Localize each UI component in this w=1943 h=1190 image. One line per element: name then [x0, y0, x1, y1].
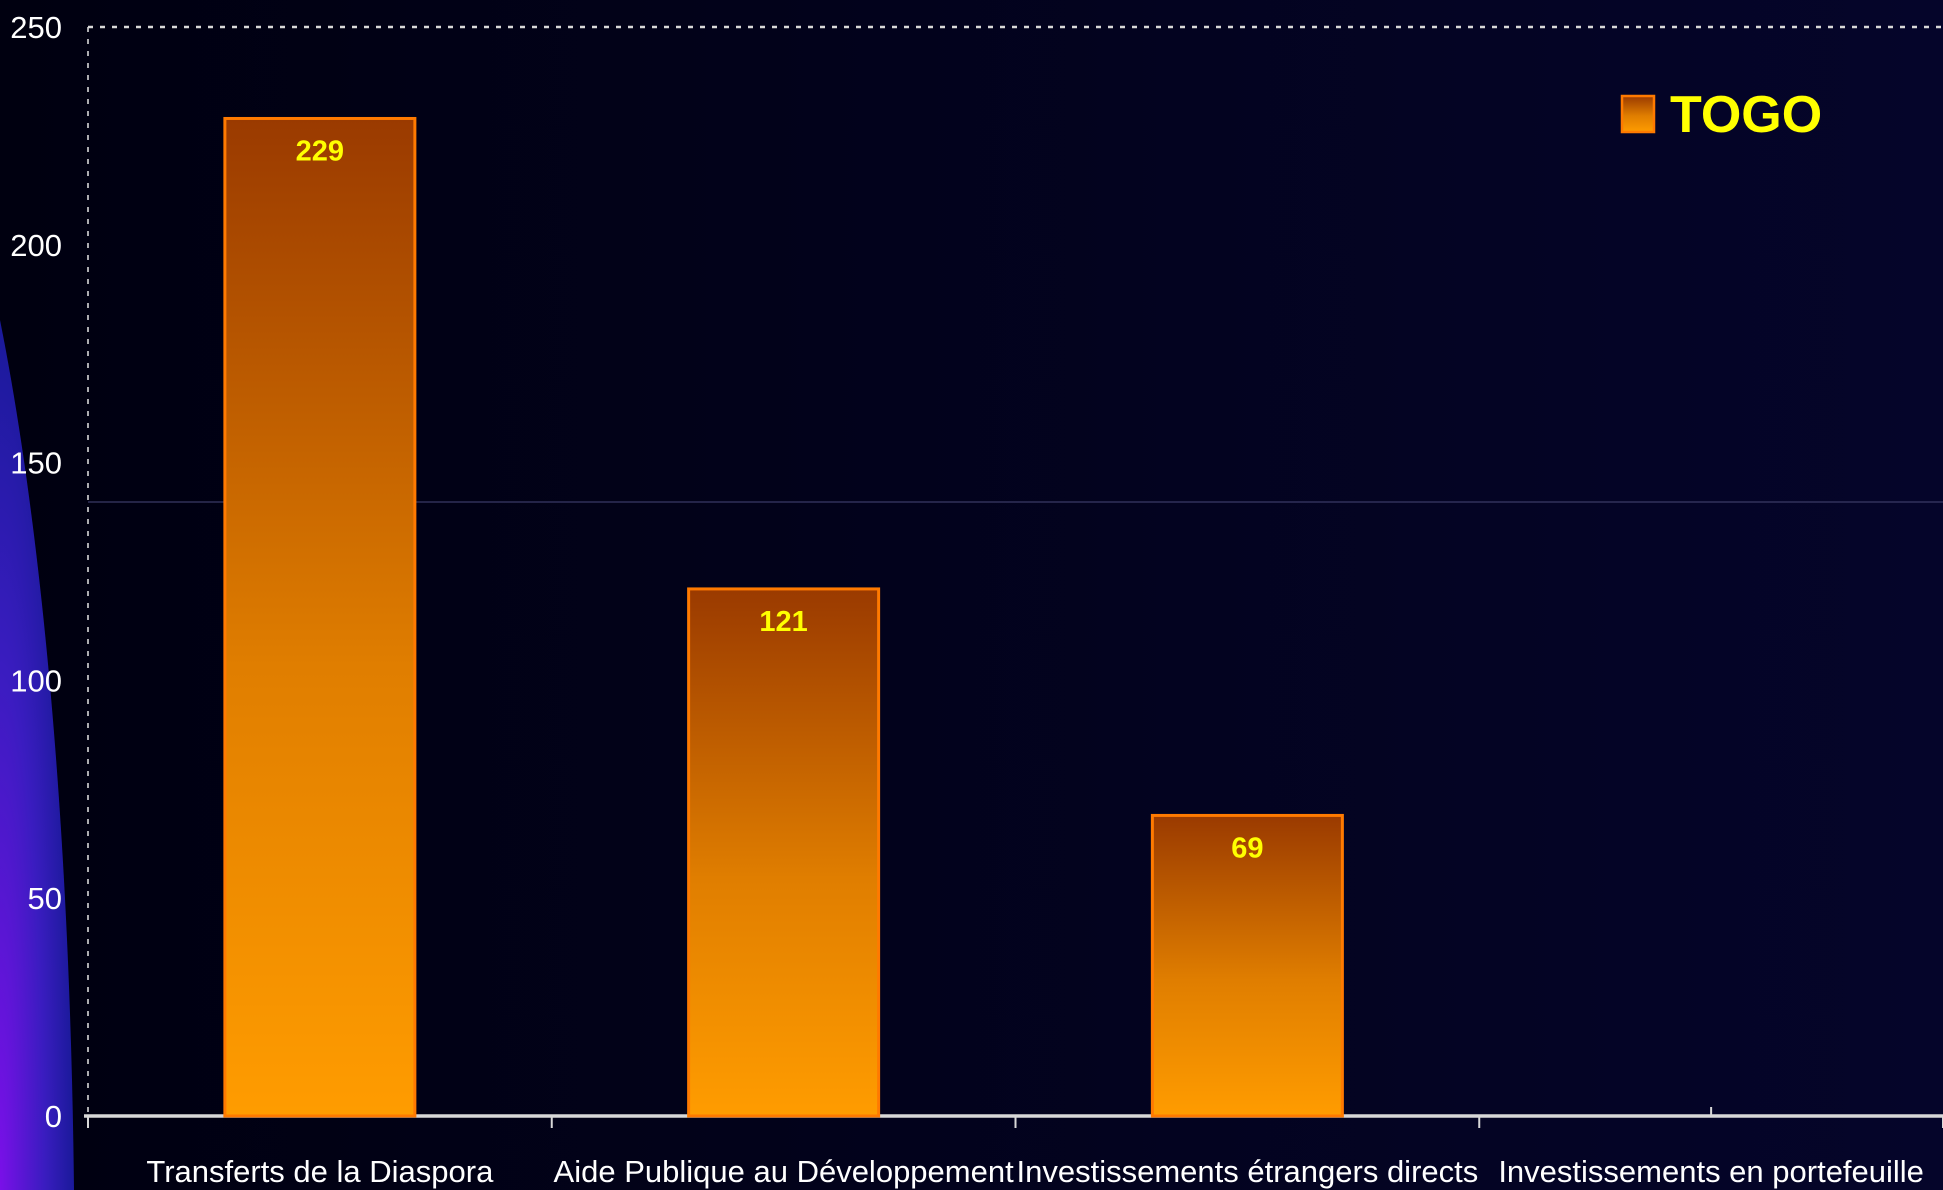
bar — [1150, 813, 1344, 1118]
data-label: 229 — [296, 135, 344, 167]
category-label: Transferts de la Diaspora — [146, 1154, 494, 1189]
label-layer: Transferts de la Diaspora Aide Publique a… — [146, 135, 1924, 1189]
bar-layer — [223, 116, 1344, 1118]
y-tick-label: 50 — [28, 881, 62, 916]
y-tick-label: 0 — [45, 1099, 62, 1134]
decorative-arc — [0, 320, 74, 1190]
y-tick-label: 100 — [10, 663, 62, 698]
y-tick-label: 200 — [10, 228, 62, 263]
legend-swatch — [1620, 94, 1656, 134]
category-label: Aide Publique au Développement — [554, 1154, 1015, 1189]
legend: TOGO — [1620, 86, 1822, 144]
bar — [687, 587, 881, 1118]
y-tick-label: 150 — [10, 446, 62, 481]
category-label: Investissements étrangers directs — [1017, 1154, 1479, 1189]
legend-label: TOGO — [1670, 86, 1822, 144]
bar — [223, 116, 417, 1118]
data-label: 121 — [759, 606, 807, 638]
y-tick-label: 250 — [10, 10, 62, 45]
category-label: Investissements en portefeuille — [1498, 1154, 1924, 1189]
data-label: 69 — [1231, 832, 1263, 864]
